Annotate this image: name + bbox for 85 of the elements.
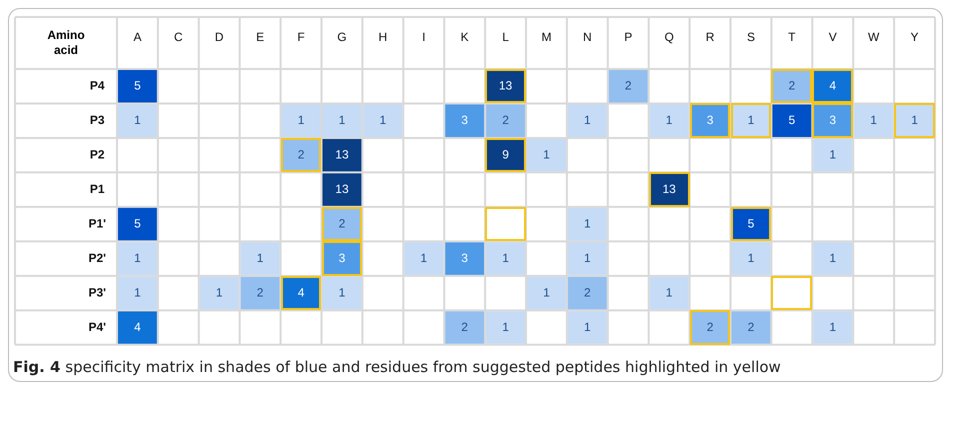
data-label: 2 bbox=[748, 320, 755, 334]
data-label: 1 bbox=[584, 216, 592, 230]
data-label: 1 bbox=[911, 113, 918, 128]
data-label: 1 bbox=[543, 285, 550, 300]
y-tick-label: P2 bbox=[90, 148, 105, 162]
data-label: 1 bbox=[543, 148, 550, 162]
data-label: 1 bbox=[584, 113, 592, 128]
data-label: 1 bbox=[666, 285, 673, 300]
x-tick-label: F bbox=[297, 30, 305, 44]
x-tick-label: Q bbox=[664, 30, 674, 44]
x-tick-label: P bbox=[624, 30, 632, 44]
data-label: 3 bbox=[461, 250, 468, 265]
data-label: 1 bbox=[584, 250, 592, 265]
data-label: 1 bbox=[829, 148, 836, 162]
x-tick-label: E bbox=[256, 30, 264, 44]
x-tick-label: R bbox=[706, 30, 715, 44]
x-tick-label: T bbox=[788, 30, 796, 44]
data-label: 1 bbox=[338, 113, 346, 128]
data-label: 1 bbox=[502, 320, 510, 334]
data-label: 1 bbox=[338, 285, 346, 300]
x-tick-label: Y bbox=[910, 30, 919, 44]
text: specificity matrix in shades of blue and residues from suggested peptides highlighted in yellow bbox=[65, 358, 781, 376]
data-label: 1 bbox=[584, 320, 592, 334]
data-label: 5 bbox=[134, 78, 142, 93]
data-label: 13 bbox=[335, 148, 349, 162]
data-label: 1 bbox=[870, 113, 878, 128]
data-label: 1 bbox=[829, 320, 836, 334]
text: Fig. 4 bbox=[13, 358, 60, 376]
data-label: 13 bbox=[662, 182, 676, 196]
data-label: 1 bbox=[666, 113, 673, 128]
data-label: 2 bbox=[256, 285, 264, 300]
x-tick-label: A bbox=[133, 30, 142, 44]
x-tick-label: W bbox=[868, 30, 880, 44]
data-label: 5 bbox=[748, 216, 755, 230]
data-label: 2 bbox=[706, 320, 714, 334]
data-label: 5 bbox=[788, 113, 796, 128]
data-label: 1 bbox=[134, 113, 142, 128]
data-label: 2 bbox=[461, 320, 468, 334]
data-label: 2 bbox=[502, 113, 510, 128]
data-label: 3 bbox=[338, 250, 346, 265]
data-label: 4 bbox=[298, 285, 305, 300]
x-tick-label: I bbox=[422, 30, 426, 44]
data-label: 1 bbox=[748, 250, 755, 265]
data-label: 1 bbox=[748, 113, 755, 128]
x-tick-label: G bbox=[337, 30, 347, 44]
y-tick-label: P4' bbox=[88, 320, 106, 334]
data-label: 1 bbox=[420, 250, 428, 265]
data-label: 1 bbox=[380, 113, 387, 128]
data-label: 13 bbox=[335, 182, 349, 196]
data-label: 1 bbox=[216, 285, 223, 300]
data-label: 13 bbox=[498, 78, 513, 93]
data-label: 2 bbox=[298, 148, 305, 162]
data-label: 4 bbox=[134, 320, 142, 334]
x-tick-label: S bbox=[746, 30, 755, 44]
x-tick-label: H bbox=[378, 30, 388, 44]
data-label: 1 bbox=[502, 250, 510, 265]
data-label: 9 bbox=[502, 148, 510, 162]
data-label: 3 bbox=[461, 113, 468, 128]
data-label: 3 bbox=[706, 113, 714, 128]
data-label: 4 bbox=[829, 78, 836, 93]
data-label: 1 bbox=[134, 250, 142, 265]
x-tick-label: L bbox=[502, 30, 510, 44]
x-tick-label: M bbox=[541, 30, 552, 44]
data-label: 2 bbox=[624, 78, 632, 93]
data-label: 2 bbox=[788, 78, 796, 93]
y-tick-label: P1 bbox=[90, 182, 105, 196]
y-tick-label: P4 bbox=[90, 78, 105, 93]
x-tick-label: K bbox=[460, 30, 469, 44]
x-tick-label: V bbox=[828, 30, 837, 44]
y-tick-label: P3 bbox=[90, 113, 105, 128]
data-label: 1 bbox=[298, 113, 305, 128]
y-axis-title: Amino acid bbox=[47, 28, 85, 57]
y-tick-label: P3' bbox=[88, 285, 106, 300]
data-label: 1 bbox=[134, 285, 142, 300]
data-label: 1 bbox=[829, 250, 836, 265]
data-label: 2 bbox=[584, 285, 592, 300]
x-tick-label: C bbox=[174, 30, 184, 44]
data-label: 5 bbox=[134, 216, 142, 230]
y-tick-label: P2' bbox=[88, 250, 106, 265]
data-label: 3 bbox=[829, 113, 836, 128]
y-tick-label: P1' bbox=[88, 216, 106, 230]
data-label: 1 bbox=[256, 250, 264, 265]
x-tick-label: N bbox=[583, 30, 592, 44]
x-tick-label: D bbox=[214, 30, 224, 44]
data-label: 2 bbox=[338, 216, 346, 230]
